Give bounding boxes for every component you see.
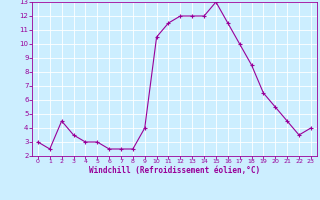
X-axis label: Windchill (Refroidissement éolien,°C): Windchill (Refroidissement éolien,°C) xyxy=(89,166,260,175)
